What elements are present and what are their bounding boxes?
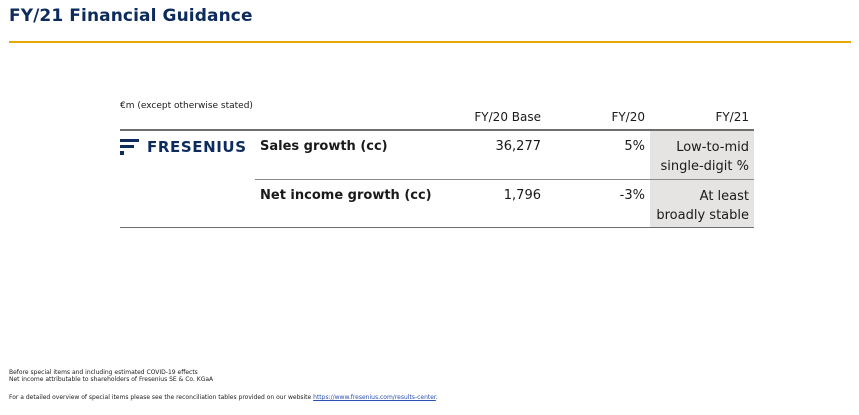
column-header-fy20-base: FY/20 Base	[474, 110, 541, 124]
footnote-2: Net income attributable to shareholders …	[9, 376, 214, 383]
fresenius-logo: FRESENIUS	[120, 138, 247, 156]
column-header-fy21: FY/21	[715, 110, 749, 124]
table-top-rule	[120, 129, 754, 131]
row-label-sales-growth: Sales growth (cc)	[260, 139, 388, 154]
page-title: FY/21 Financial Guidance	[9, 6, 253, 26]
logo-wordmark: FRESENIUS	[147, 138, 247, 156]
unit-note: €m (except otherwise stated)	[120, 101, 253, 111]
table-bottom-rule	[120, 227, 754, 228]
cell-net-income-fy20-base: 1,796	[503, 188, 541, 203]
table-row-divider	[255, 179, 754, 180]
cell-sales-fy20: 5%	[624, 139, 645, 154]
title-divider	[9, 41, 851, 43]
column-header-fy20: FY/20	[611, 110, 645, 124]
results-center-link[interactable]: https://www.fresenius.com/results-center	[313, 394, 436, 401]
cell-sales-fy20-base: 36,277	[495, 139, 542, 154]
cell-net-income-fy20: -3%	[619, 188, 645, 203]
footnote-1: Before special items and including estim…	[9, 369, 198, 376]
footnote-website-text: For a detailed overview of special items…	[9, 394, 314, 401]
cell-net-income-fy21: At least broadly stable	[656, 189, 749, 223]
cell-sales-fy21: Low-to-mid single-digit %	[660, 140, 750, 174]
row-label-net-income-growth: Net income growth (cc)	[260, 188, 432, 203]
fresenius-logo-icon	[120, 139, 139, 155]
footnote-website: For a detailed overview of special items…	[9, 394, 438, 401]
footnote-website-suffix: .	[435, 394, 438, 401]
